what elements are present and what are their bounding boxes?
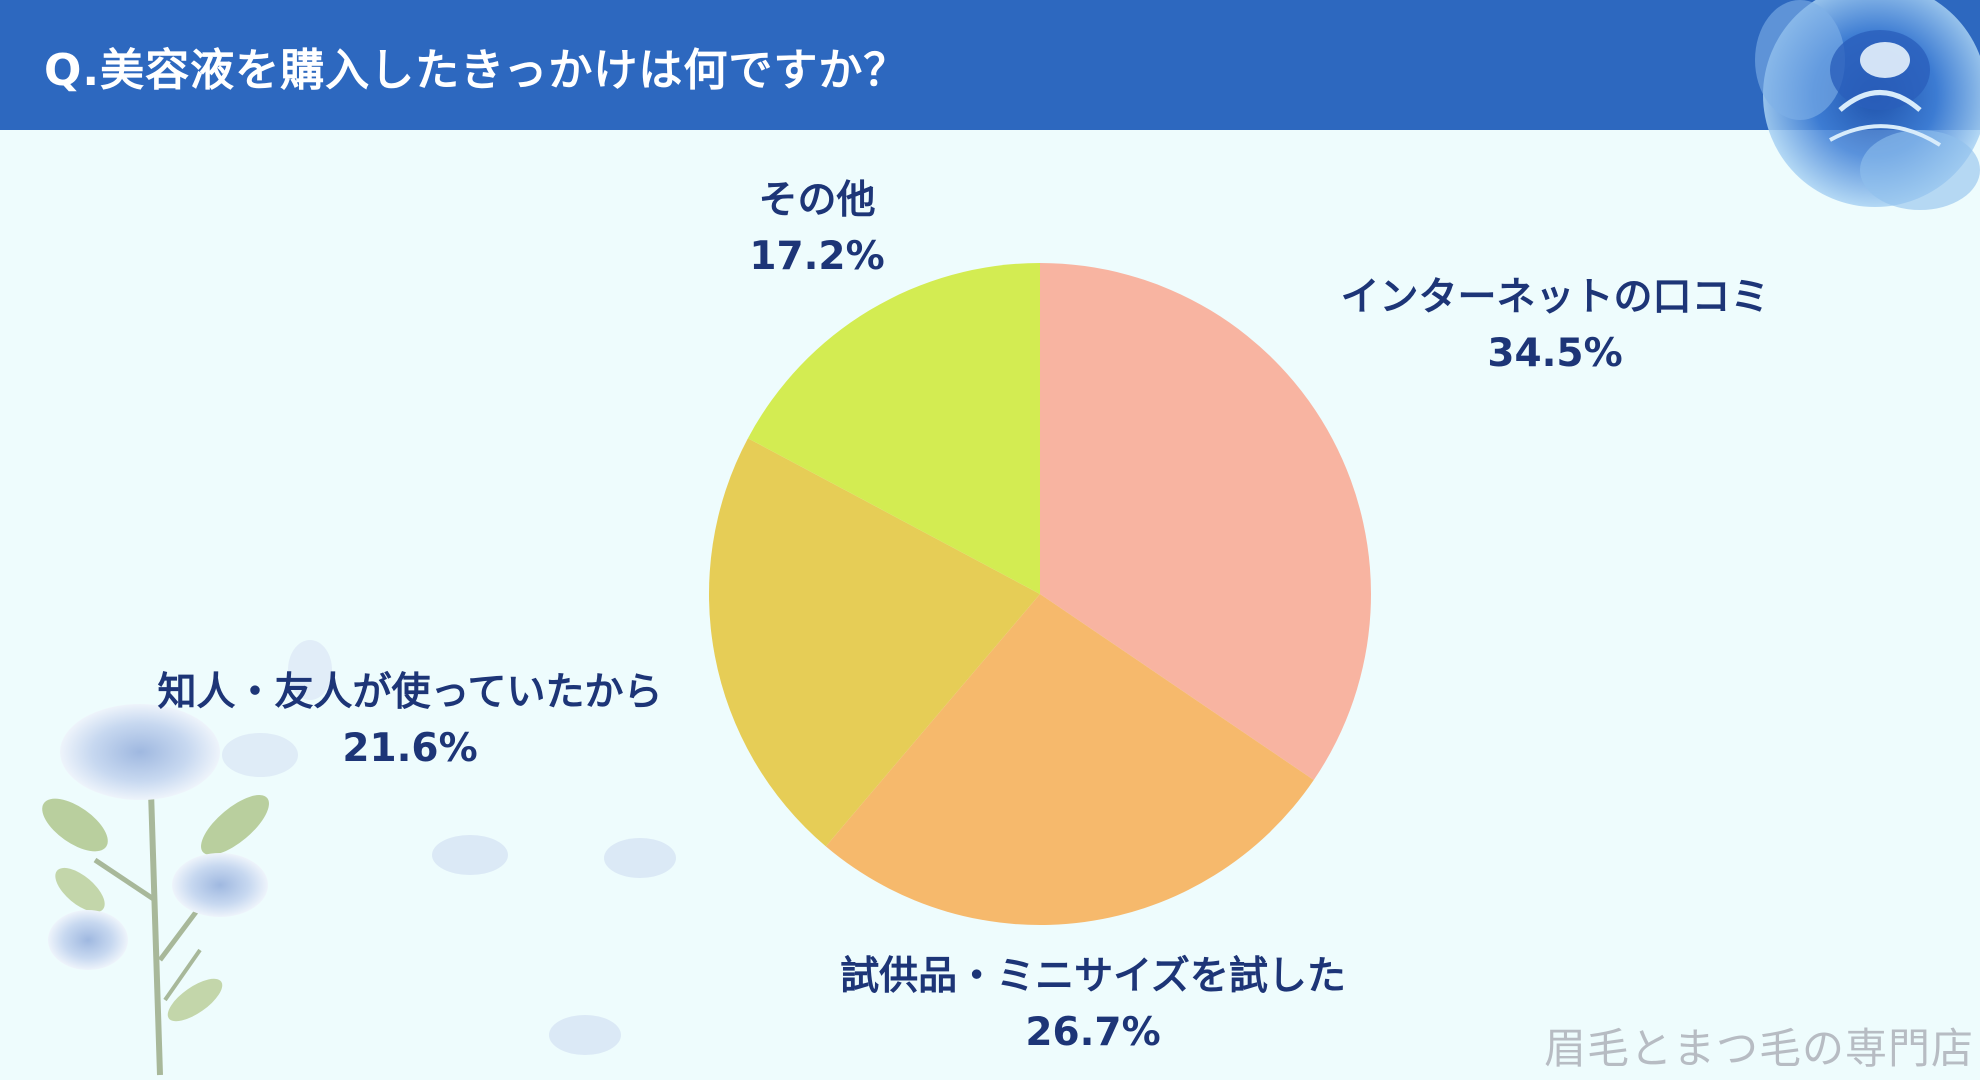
slice-label-internet-reviews: インターネットの口コミ bbox=[1340, 275, 1769, 320]
watermark: 眉毛とまつ毛の専門店 bbox=[1543, 1024, 1974, 1073]
header-bar: Q.美容液を購入したきっかけは何ですか？ bbox=[0, 0, 1980, 130]
slice-friend-used bbox=[708, 438, 1040, 847]
pie-slices bbox=[708, 263, 1371, 926]
slice-sample-trial bbox=[825, 594, 1314, 926]
slice-value-internet-reviews: 34.5% bbox=[1487, 331, 1622, 376]
question-title: Q.美容液を購入したきっかけは何ですか？ bbox=[44, 45, 909, 96]
slice-labels: インターネットの口コミ 34.5% 試供品・ミニサイズを試した 26.7% 知人… bbox=[157, 178, 1769, 1055]
slice-value-other: 17.2% bbox=[749, 234, 884, 279]
slice-internet-reviews bbox=[1040, 263, 1371, 781]
slice-value-sample-trial: 26.7% bbox=[1025, 1010, 1160, 1055]
slice-label-other: その他 bbox=[758, 178, 875, 223]
slice-value-friend-used: 21.6% bbox=[342, 726, 477, 771]
slice-other bbox=[747, 263, 1040, 594]
slice-label-friend-used: 知人・友人が使っていたから bbox=[157, 670, 662, 715]
slice-label-sample-trial: 試供品・ミニサイズを試した bbox=[840, 954, 1346, 999]
